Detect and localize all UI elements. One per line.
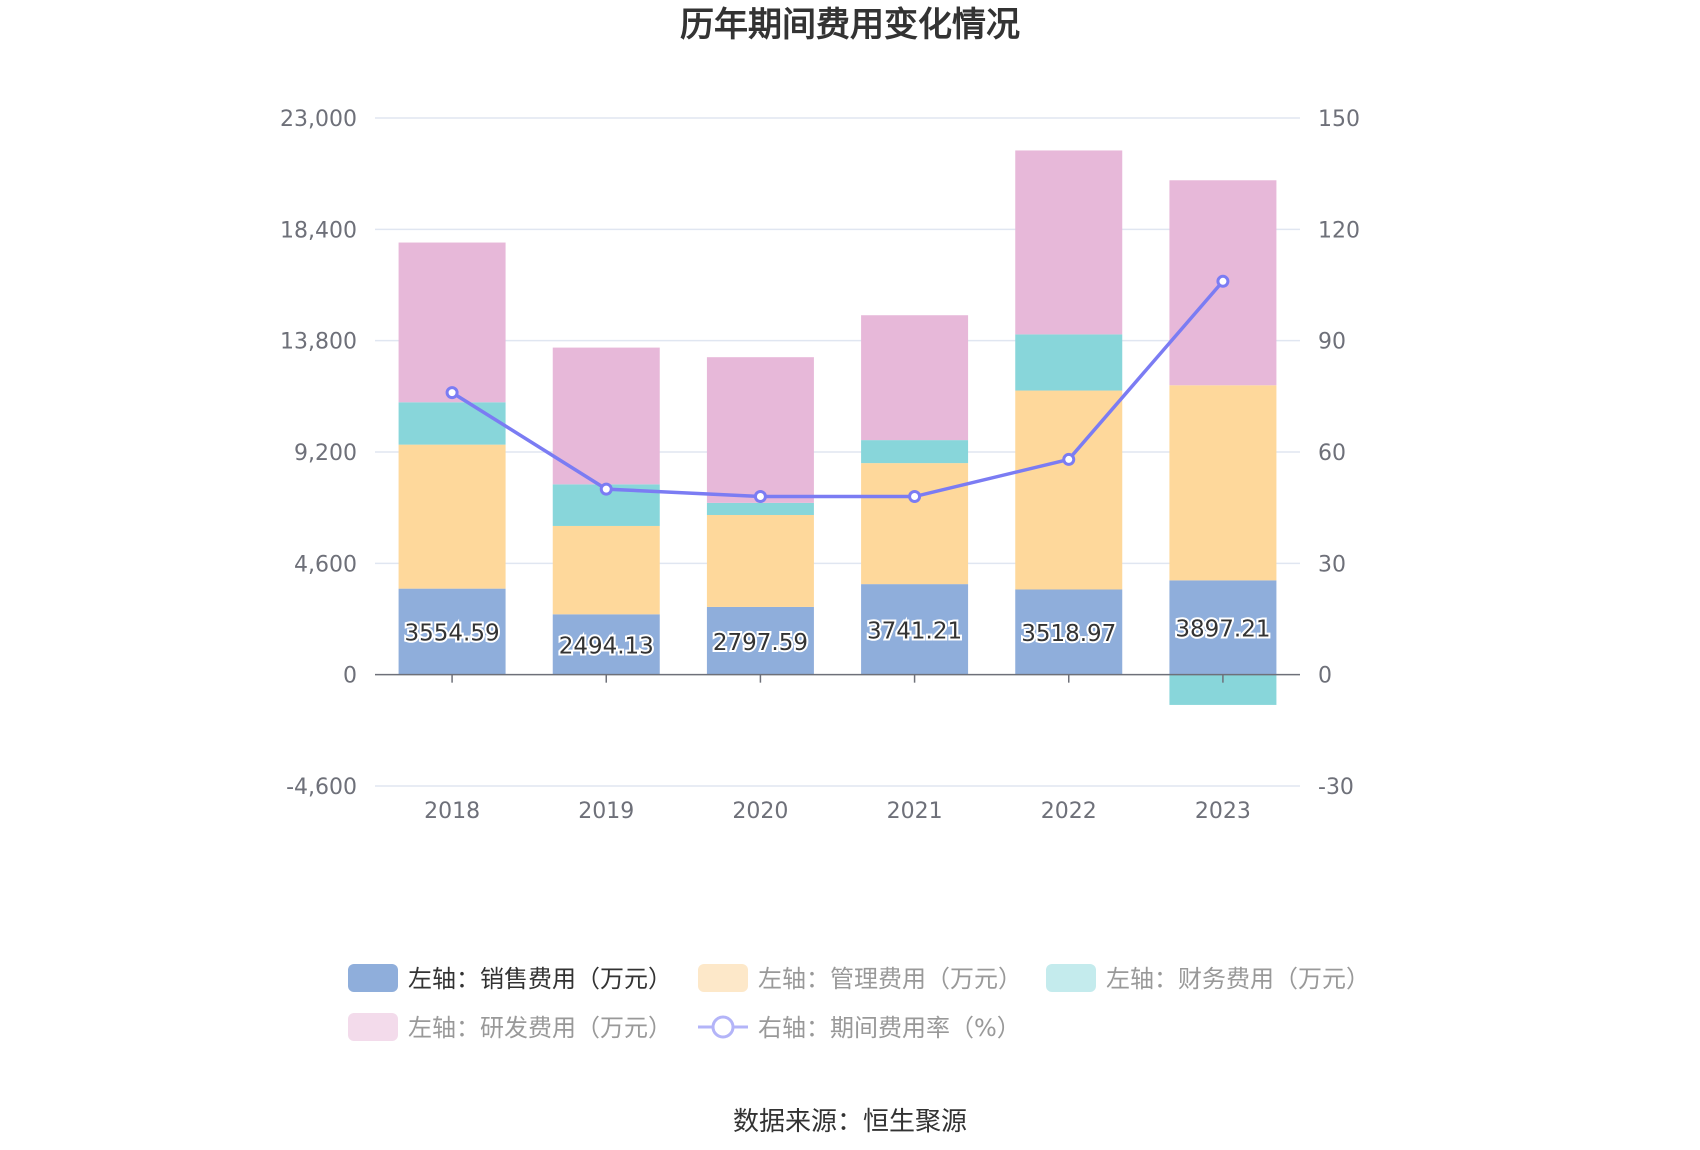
rate-polyline: [451, 280, 1225, 499]
legend: 左轴：销售费用（万元） 左轴：管理费用（万元） 左轴：财务费用（万元） 左轴：研发费用…: [348, 964, 1370, 1042]
bar-segment: [1015, 334, 1123, 391]
bar-segment: [1169, 385, 1277, 581]
left-axis-tick-label: 18,400: [280, 218, 357, 243]
bar-segment: [706, 514, 814, 607]
bar-segment: [1015, 390, 1123, 590]
rate-point: [445, 386, 459, 400]
data-source: 数据来源：恒生聚源: [733, 1107, 967, 1137]
x-axis-tick-label: 2021: [887, 799, 943, 824]
bar-segment: [398, 242, 506, 403]
rate-point: [1062, 452, 1076, 466]
bar-segment: [861, 440, 969, 464]
left-axis-tick-label: 4,600: [294, 552, 357, 577]
rate-line: [445, 274, 1230, 504]
x-axis-tick-label: 2022: [1041, 799, 1097, 824]
bar-segment: [706, 502, 814, 515]
legend-swatch: [1046, 964, 1096, 992]
left-axis-tick-label: 0: [343, 664, 357, 689]
left-axis-tick-label: 9,200: [294, 441, 357, 466]
grid: [375, 117, 1300, 787]
right-axis-tick-label: 90: [1318, 330, 1346, 355]
x-axis-tick-label: 2020: [732, 799, 788, 824]
bar-segment: [861, 315, 969, 441]
chart-title: 历年期间费用变化情况: [680, 5, 1020, 45]
bar-segment: [861, 463, 969, 585]
legend-label: 左轴：管理费用（万元）: [758, 965, 1022, 993]
bar-value-label: 3554.59: [405, 621, 500, 647]
bar-segment: [706, 606, 814, 675]
bar-segment: [1015, 150, 1123, 335]
rate-point: [753, 490, 767, 504]
bar-segment: [861, 584, 969, 675]
x-axis-tick-label: 2019: [578, 799, 634, 824]
legend-swatch-marker: [711, 1015, 735, 1039]
bar-value-label: 3518.97: [1021, 621, 1116, 647]
bar-segment: [1015, 589, 1123, 675]
legend-label: 左轴：销售费用（万元）: [408, 965, 672, 993]
rate-point: [1216, 274, 1230, 288]
right-axis-tick-label: 30: [1318, 552, 1346, 577]
rate-point: [908, 490, 922, 504]
left-axis-tick-label: -4,600: [286, 775, 357, 800]
bar-value-label: 3741.21: [867, 618, 962, 644]
legend-swatch: [348, 964, 398, 992]
right-axis-tick-label: 60: [1318, 441, 1346, 466]
legend-swatch: [698, 964, 748, 992]
bar-segment: [1169, 580, 1277, 675]
right-axis-tick-label: 0: [1318, 664, 1332, 689]
bar-labels: 3554.59 2494.13 2797.59 3741.21 3518.97 3897.…: [403, 615, 1273, 662]
bar-value-label: 2494.13: [559, 633, 654, 659]
bars: [398, 150, 1277, 705]
bar-segment: [706, 357, 814, 503]
bar-segment: [552, 614, 660, 675]
rate-point: [599, 482, 613, 496]
legend-label: 左轴：财务费用（万元）: [1106, 965, 1370, 993]
x-axis-tick-label: 2023: [1195, 799, 1251, 824]
right-axis-tick-label: -30: [1318, 775, 1354, 800]
axes: 23,000 18,400 13,800 9,200 4,600 0 -4,600 150 12…: [280, 107, 1360, 824]
x-axis-tick-label: 2018: [424, 799, 480, 824]
right-axis-tick-label: 120: [1318, 218, 1360, 243]
bar-value-label: 2797.59: [713, 630, 808, 656]
legend-swatch: [348, 1013, 398, 1041]
bar-segment: [398, 402, 506, 445]
legend-label: 右轴：期间费用率（%）: [758, 1014, 1021, 1042]
bar-segment: [398, 588, 506, 675]
bar-segment: [398, 444, 506, 589]
bar-segment: [552, 347, 660, 485]
bar-segment: [552, 525, 660, 615]
legend-label: 左轴：研发费用（万元）: [408, 1014, 672, 1042]
left-axis-tick-label: 13,800: [280, 330, 357, 355]
bar-value-label: 3897.21: [1175, 617, 1270, 643]
left-axis-tick-label: 23,000: [280, 107, 357, 132]
right-axis-tick-label: 150: [1318, 107, 1360, 132]
